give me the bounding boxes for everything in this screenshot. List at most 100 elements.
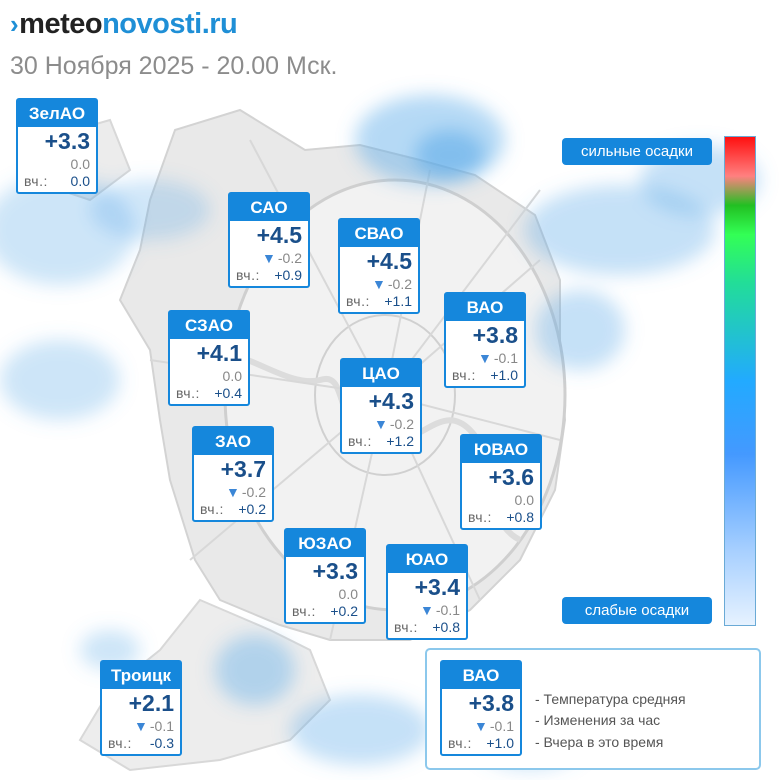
yesterday-label: вч.: xyxy=(236,267,260,283)
hourly-change: ▼ -0.2 xyxy=(374,416,414,432)
triangle-down-icon: ▼ xyxy=(226,484,240,500)
district-name: ЗАО xyxy=(194,428,272,455)
date-time-subtitle: 30 Ноября 2025 - 20.00 Мск. xyxy=(10,52,338,80)
site-logo[interactable]: ›meteonovosti.ru xyxy=(10,8,238,41)
avg-temperature: +4.3 xyxy=(368,388,414,414)
district-name: ВАО xyxy=(446,294,524,321)
district-name: ЗелАО xyxy=(18,100,96,127)
yesterday-value: +0.8 xyxy=(432,619,460,635)
district-name: Троицк xyxy=(102,662,180,689)
light-precip-label: слабые осадки xyxy=(562,597,712,624)
district-card-zelao[interactable]: ЗелАО +3.3 0.0 вч.: 0.0 xyxy=(16,98,98,194)
hourly-change-value: 0.0 xyxy=(514,492,534,508)
chevron-logo-icon: › xyxy=(10,9,19,39)
district-card-yuvao[interactable]: ЮВАО +3.6 0.0 вч.: +0.8 xyxy=(460,434,542,530)
triangle-down-icon: ▼ xyxy=(372,276,386,292)
avg-temperature: +3.8 xyxy=(468,690,514,716)
avg-temperature: +3.4 xyxy=(414,574,460,600)
yesterday-value: -0.3 xyxy=(149,735,174,751)
yesterday-label: вч.: xyxy=(108,735,132,751)
district-card-svao[interactable]: СВАО +4.5 ▼ -0.2 вч.: +1.1 xyxy=(338,218,420,314)
hourly-change: ▼ -0.1 xyxy=(478,350,518,366)
hourly-change-value: -0.2 xyxy=(389,416,414,432)
avg-temperature: +4.5 xyxy=(366,248,412,274)
avg-temperature: +3.3 xyxy=(312,558,358,584)
district-card-sao[interactable]: САО +4.5 ▼ -0.2 вч.: +0.9 xyxy=(228,192,310,288)
avg-temperature: +3.8 xyxy=(472,322,518,348)
logo-text-novosti: novosti.ru xyxy=(102,8,238,40)
hourly-change: ▼ -0.2 xyxy=(226,484,266,500)
district-name: САО xyxy=(230,194,308,221)
hourly-change-value: 0.0 xyxy=(70,156,90,172)
district-card-zao[interactable]: ЗАО +3.7 ▼ -0.2 вч.: +0.2 xyxy=(192,426,274,522)
legend-item-avg-temp: - Температура средняя xyxy=(535,691,686,707)
avg-temperature: +4.1 xyxy=(196,340,242,366)
district-name: ЮЗАО xyxy=(286,530,364,557)
yesterday-label: вч.: xyxy=(176,385,200,401)
yesterday-label: вч.: xyxy=(292,603,316,619)
district-card-yuao[interactable]: ЮАО +3.4 ▼ -0.1 вч.: +0.8 xyxy=(386,544,468,640)
yesterday-value: +0.2 xyxy=(238,501,266,517)
hourly-change: ▼ -0.2 xyxy=(372,276,412,292)
triangle-down-icon: ▼ xyxy=(374,416,388,432)
hourly-change-value: -0.2 xyxy=(277,250,302,266)
yesterday-value: +1.2 xyxy=(386,433,414,449)
district-card-troick[interactable]: Троицк +2.1 ▼ -0.1 вч.: -0.3 xyxy=(100,660,182,756)
precipitation-color-scale xyxy=(724,136,756,626)
hourly-change: 0.0 xyxy=(515,492,534,508)
third-ring xyxy=(314,314,456,476)
district-name: СВАО xyxy=(340,220,418,247)
legend-item-hourly-change: - Изменения за час xyxy=(535,712,661,728)
hourly-change: 0.0 xyxy=(71,156,90,172)
hourly-change: ▼ -0.2 xyxy=(262,250,302,266)
yesterday-label: вч.: xyxy=(24,173,48,189)
avg-temperature: +3.6 xyxy=(488,464,534,490)
avg-temperature: +3.3 xyxy=(44,128,90,154)
heavy-precip-label: сильные осадки xyxy=(562,138,712,165)
yesterday-label: вч.: xyxy=(394,619,418,635)
triangle-down-icon: ▼ xyxy=(478,350,492,366)
hourly-change-value: -0.2 xyxy=(387,276,412,292)
triangle-down-icon: ▼ xyxy=(474,718,488,734)
district-card-vao[interactable]: ВАО +3.8 ▼ -0.1 вч.: +1.0 xyxy=(444,292,526,388)
yesterday-label: вч.: xyxy=(448,735,472,751)
yesterday-value: +0.9 xyxy=(274,267,302,283)
hourly-change-value: -0.1 xyxy=(489,718,514,734)
legend-sample-card: ВАО +3.8 ▼ -0.1 вч.: +1.0 xyxy=(440,660,522,756)
hourly-change-value: -0.1 xyxy=(435,602,460,618)
avg-temperature: +4.5 xyxy=(256,222,302,248)
yesterday-value: +0.4 xyxy=(214,385,242,401)
yesterday-label: вч.: xyxy=(348,433,372,449)
hourly-change-value: 0.0 xyxy=(222,368,242,384)
hourly-change: ▼ -0.1 xyxy=(134,718,174,734)
logo-text-meteo: meteo xyxy=(19,8,103,40)
district-name: ЦАО xyxy=(342,360,420,387)
yesterday-label: вч.: xyxy=(200,501,224,517)
hourly-change: 0.0 xyxy=(223,368,242,384)
triangle-down-icon: ▼ xyxy=(420,602,434,618)
avg-temperature: +3.7 xyxy=(220,456,266,482)
district-card-yuzao[interactable]: ЮЗАО +3.3 0.0 вч.: +0.2 xyxy=(284,528,366,624)
yesterday-label: вч.: xyxy=(468,509,492,525)
hourly-change-value: -0.1 xyxy=(149,718,174,734)
hourly-change-value: 0.0 xyxy=(338,586,358,602)
triangle-down-icon: ▼ xyxy=(262,250,276,266)
hourly-change: 0.0 xyxy=(339,586,358,602)
district-name: ЮАО xyxy=(388,546,466,573)
district-name: СЗАО xyxy=(170,312,248,339)
yesterday-label: вч.: xyxy=(346,293,370,309)
district-card-szao[interactable]: СЗАО +4.1 0.0 вч.: +0.4 xyxy=(168,310,250,406)
hourly-change-value: -0.1 xyxy=(493,350,518,366)
yesterday-label: вч.: xyxy=(452,367,476,383)
yesterday-value: +1.0 xyxy=(486,735,514,751)
triangle-down-icon: ▼ xyxy=(134,718,148,734)
district-name: ЮВАО xyxy=(462,436,540,463)
district-card-cao[interactable]: ЦАО +4.3 ▼ -0.2 вч.: +1.2 xyxy=(340,358,422,454)
yesterday-value: +0.2 xyxy=(330,603,358,619)
yesterday-value: +1.1 xyxy=(384,293,412,309)
yesterday-value: +1.0 xyxy=(490,367,518,383)
avg-temperature: +2.1 xyxy=(128,690,174,716)
yesterday-value: +0.8 xyxy=(506,509,534,525)
hourly-change: ▼ -0.1 xyxy=(420,602,460,618)
legend-item-yesterday: - Вчера в это время xyxy=(535,734,664,750)
